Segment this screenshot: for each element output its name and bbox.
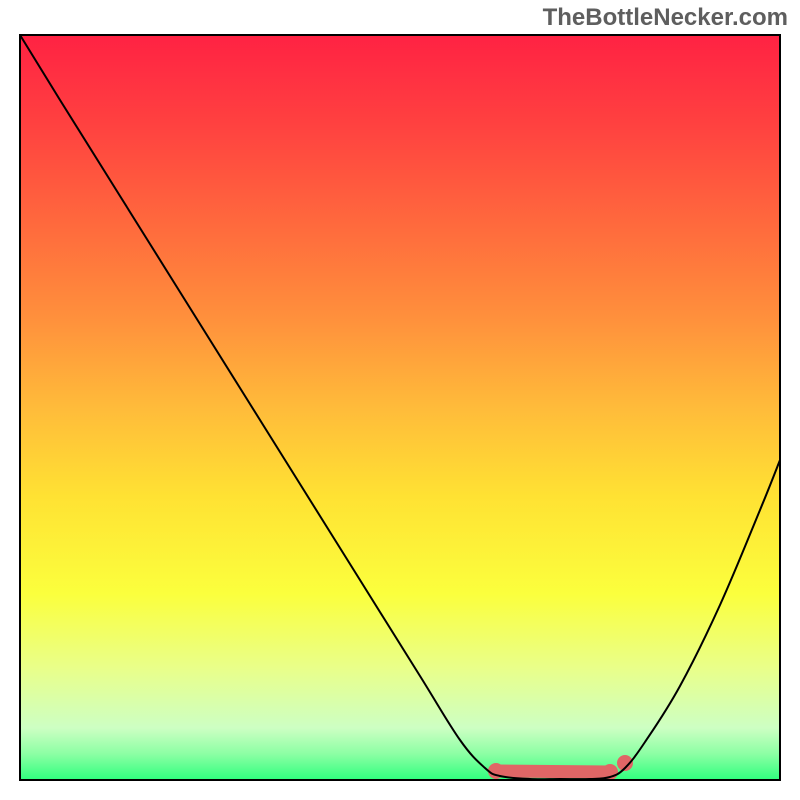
chart-svg	[0, 0, 800, 800]
plot-background	[20, 35, 780, 780]
chart-container: TheBottleNecker.com	[0, 0, 800, 800]
watermark-text: TheBottleNecker.com	[543, 4, 788, 32]
